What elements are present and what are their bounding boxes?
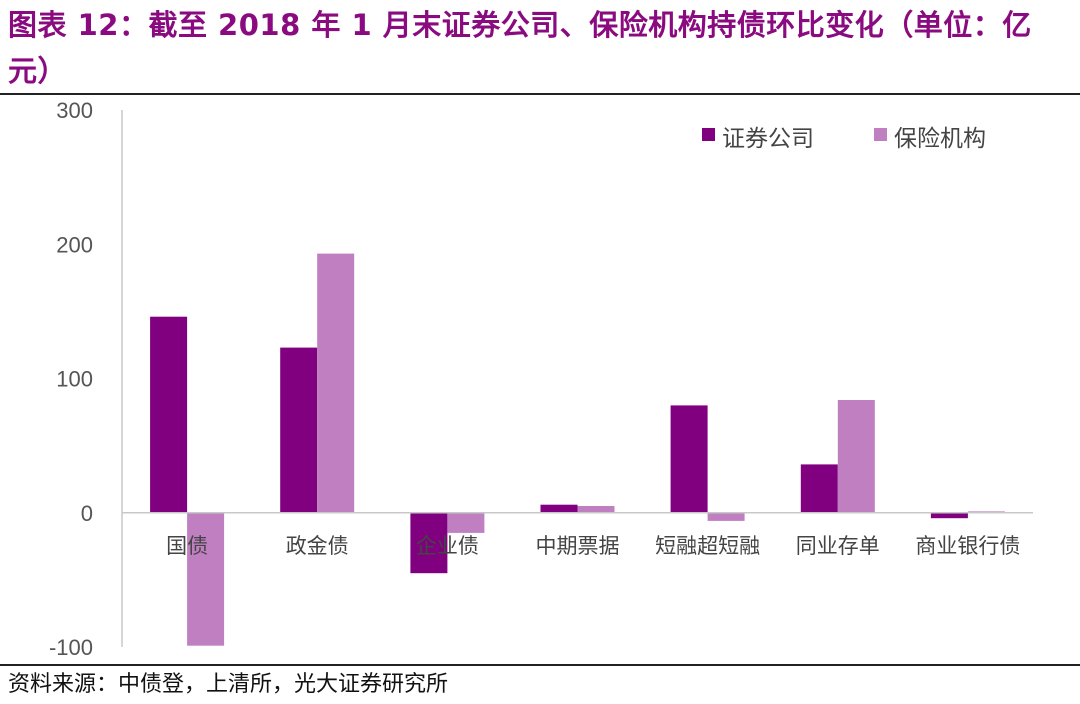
bar-securities-0 [150, 316, 188, 513]
bar-chart: 300 200 100 0 -100 国债 政金债 企业债 中期票据 短融超短融 同业存单 商业银行… [49, 98, 1033, 660]
bar-insurance-2 [447, 512, 485, 533]
bar-securities-1 [280, 347, 318, 513]
source-note: 资料来源：中债登，上清所，光大证券研究所 [8, 672, 449, 697]
bar-securities-6 [930, 512, 968, 519]
bar-securities-3 [540, 504, 578, 513]
category-label: 企业债 [416, 534, 479, 558]
bar-securities-4 [670, 405, 708, 513]
legend-swatch-securities [702, 128, 715, 141]
bar-insurance-5 [837, 400, 875, 513]
legend: 证券公司 保险机构 [702, 126, 986, 152]
category-label: 政金债 [286, 534, 349, 558]
bar-group [150, 253, 1005, 646]
y-tick-label: 0 [81, 501, 93, 526]
y-tick-label: 200 [56, 232, 93, 257]
category-labels: 国债 政金债 企业债 中期票据 短融超短融 同业存单 商业银行债 [166, 534, 1020, 558]
category-label: 国债 [166, 534, 208, 558]
title-divider [0, 93, 1080, 95]
legend-swatch-insurance [874, 128, 887, 141]
y-tick-label: 100 [56, 367, 93, 392]
y-axis-ticks: 300 200 100 0 -100 [49, 98, 93, 660]
bar-insurance-4 [707, 512, 745, 521]
bar-securities-5 [800, 464, 838, 513]
source-divider [0, 664, 1080, 666]
legend-label-insurance: 保险机构 [894, 126, 986, 152]
bar-securities-2 [410, 512, 448, 574]
bar-insurance-0 [187, 512, 225, 646]
bar-insurance-1 [317, 253, 355, 513]
legend-label-securities: 证券公司 [722, 126, 814, 152]
bar-insurance-3 [577, 506, 615, 513]
y-tick-label: -100 [49, 635, 93, 660]
category-label: 中期票据 [536, 534, 620, 558]
figure-title: 图表 12：截至 2018 年 1 月末证券公司、保险机构持债环比变化（单位：亿… [8, 8, 1032, 88]
y-tick-label: 300 [56, 98, 93, 123]
category-label: 同业存单 [796, 534, 880, 558]
category-label: 商业银行债 [915, 534, 1020, 558]
category-label: 短融超短融 [655, 534, 760, 558]
